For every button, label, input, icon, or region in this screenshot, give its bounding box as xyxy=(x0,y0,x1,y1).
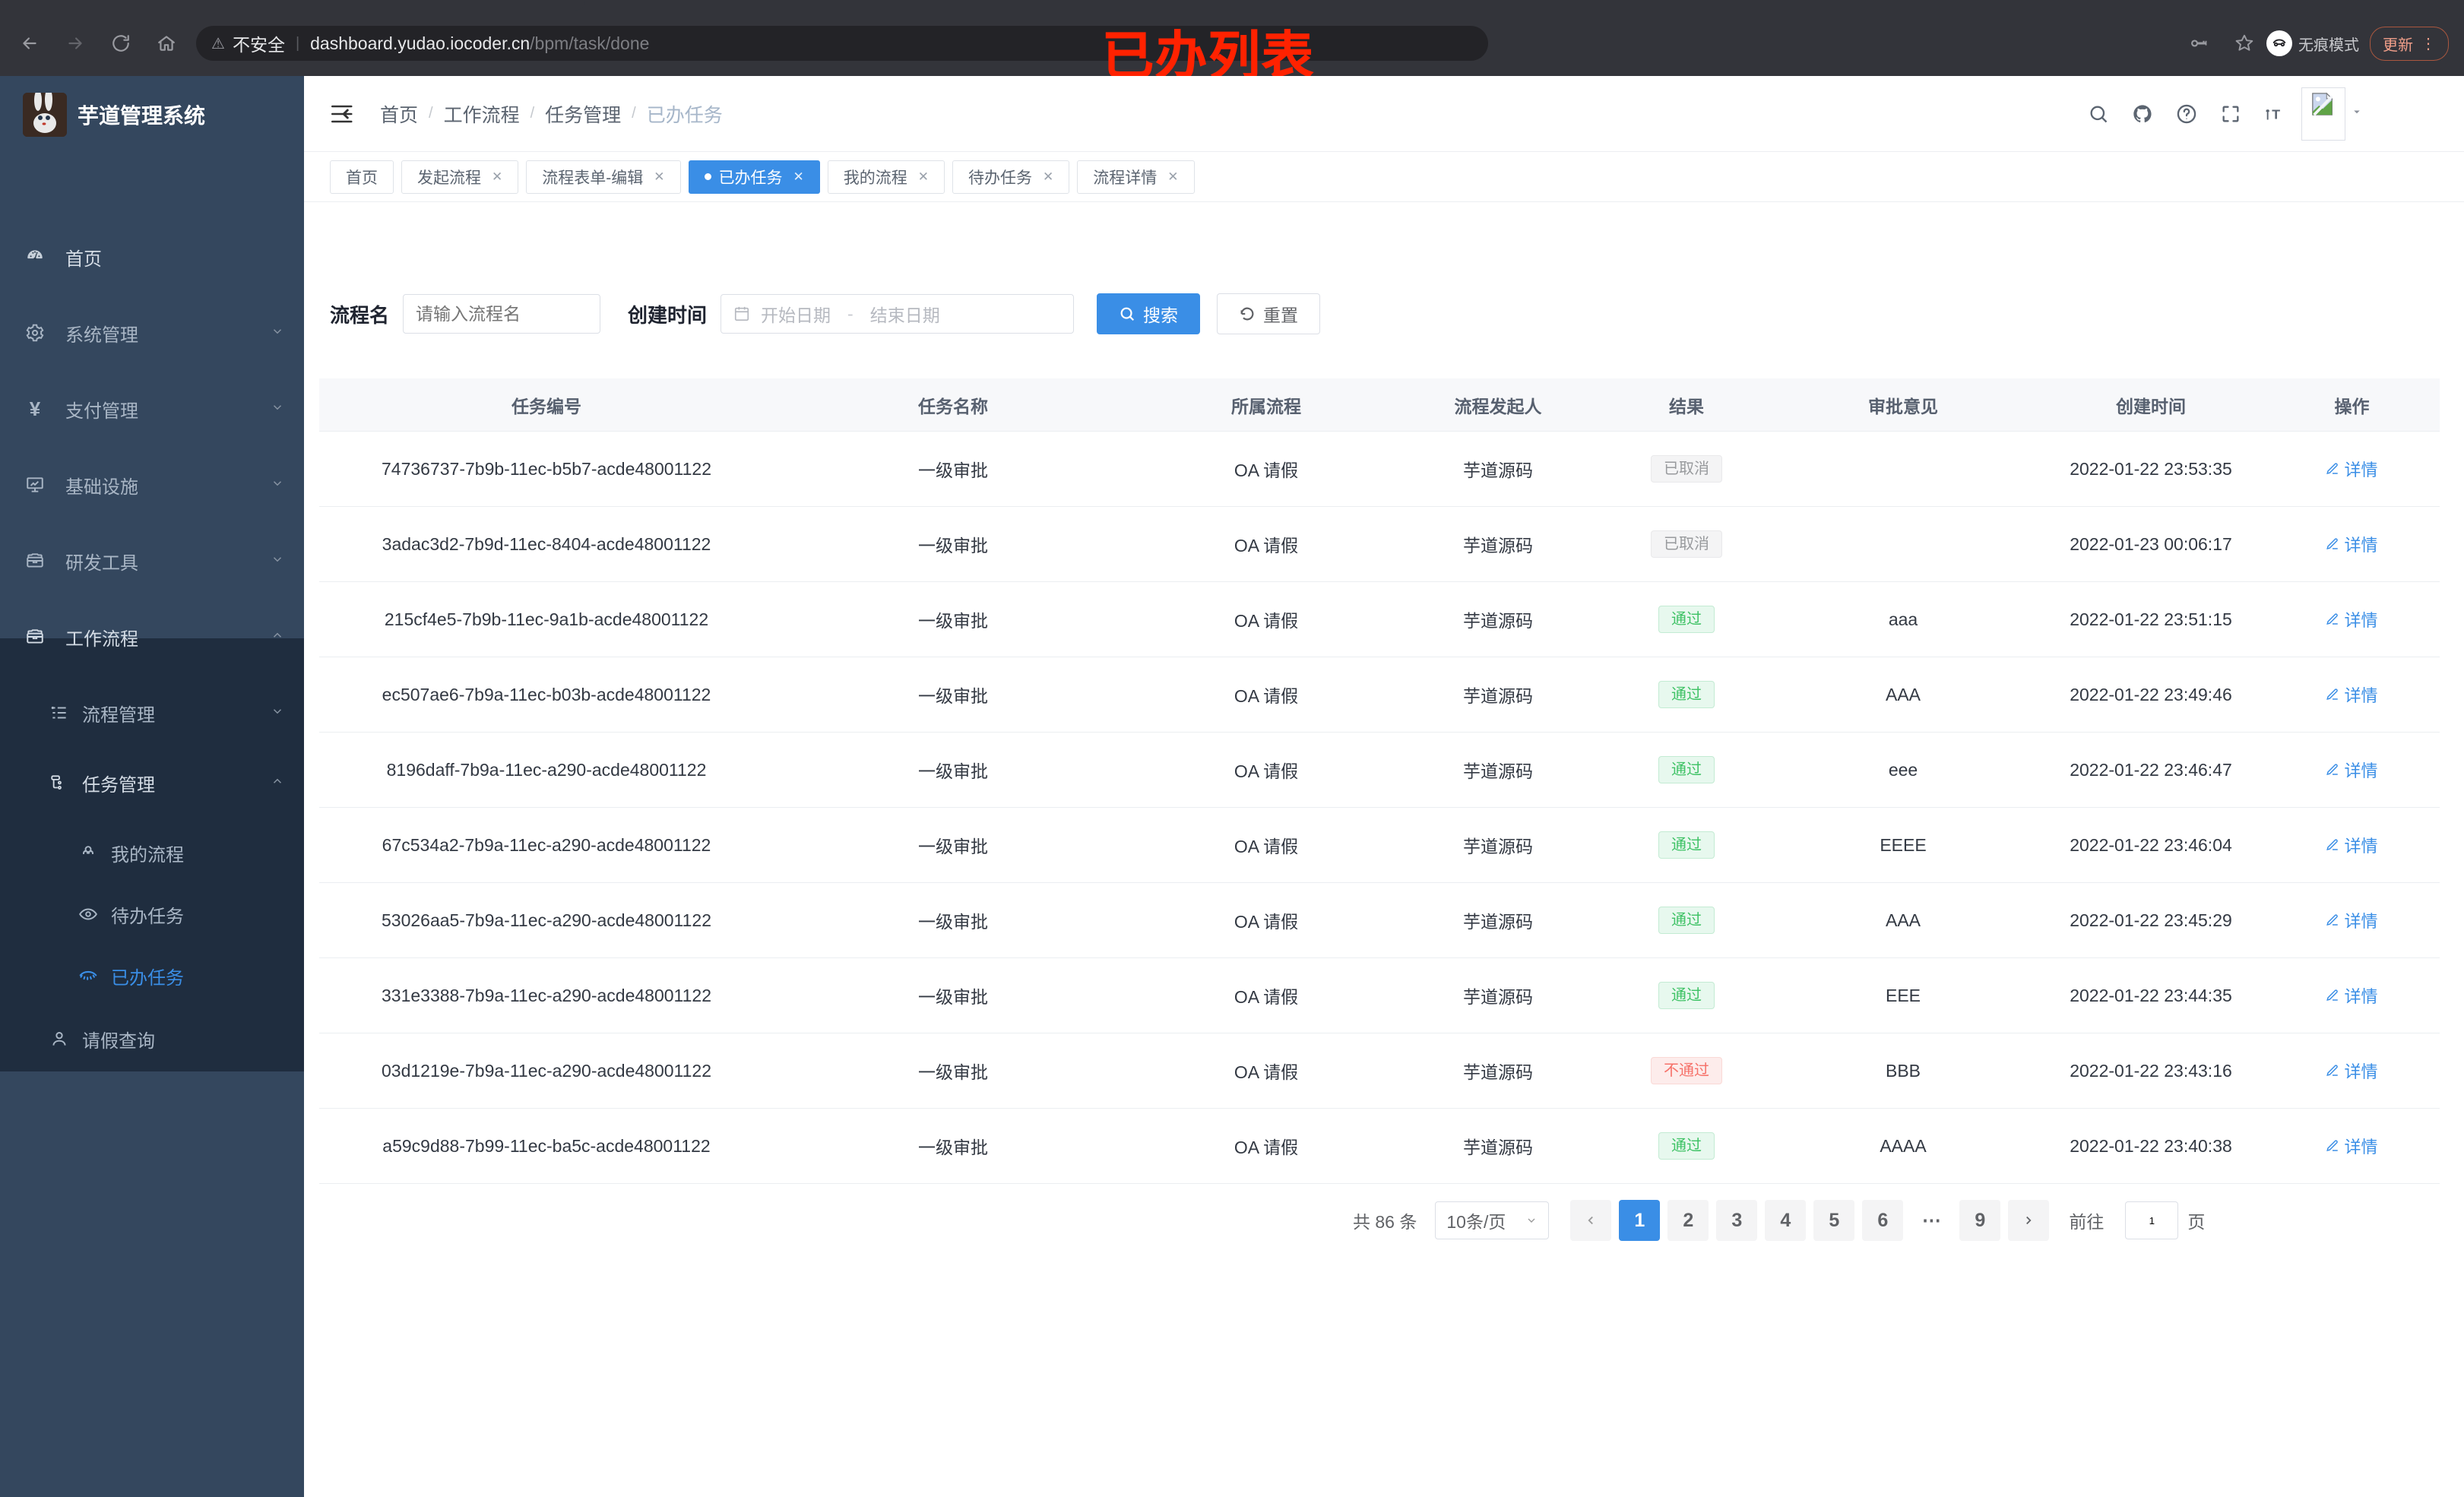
svg-text:T: T xyxy=(2272,106,2280,122)
